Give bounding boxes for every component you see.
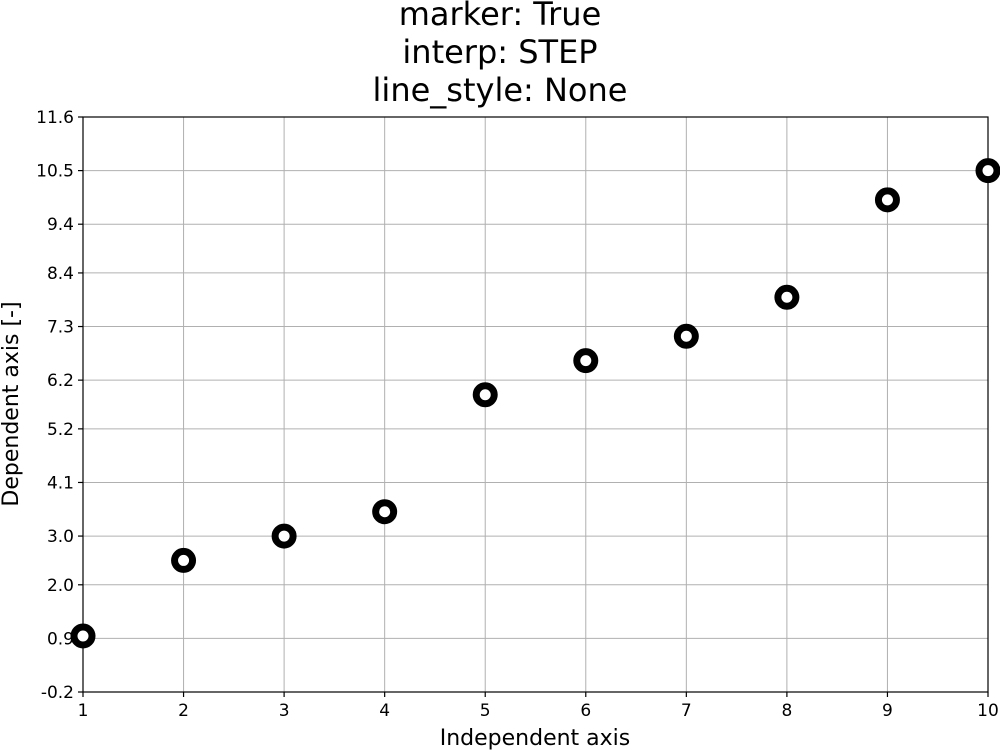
y-tick-label: 6.2 — [47, 371, 74, 391]
x-tick-label: 1 — [78, 701, 89, 721]
data-point — [271, 523, 297, 549]
plot-frame — [82, 116, 989, 693]
y-axis-ticks: -0.2 0.9 2.0 3.0 4.1 5.2 6.2 7.3 8.4 9.4 10.5 11.6 — [36, 108, 83, 703]
x-tick-label: 7 — [681, 701, 692, 721]
data-point — [573, 348, 599, 374]
data-point — [673, 323, 699, 349]
y-tick-label: 8.4 — [47, 264, 74, 284]
grid-lines — [82, 116, 989, 693]
title-line-1: marker: True — [399, 0, 602, 33]
y-tick-label: 5.2 — [47, 420, 74, 440]
x-tick-label: 2 — [178, 701, 189, 721]
y-tick-label: 7.3 — [47, 318, 74, 338]
x-tick-label: 9 — [882, 701, 893, 721]
y-tick-label: 9.4 — [47, 215, 74, 235]
x-axis-label: Independent axis — [440, 726, 631, 750]
data-point — [372, 499, 398, 525]
x-axis-ticks: 1 2 3 4 5 6 7 8 9 10 — [78, 692, 999, 721]
title-line-3: line_style: None — [373, 71, 628, 109]
y-axis-label: Dependent axis [-] — [0, 301, 24, 506]
y-tick-label: 11.6 — [36, 108, 74, 128]
data-point — [975, 158, 1000, 184]
data-point — [70, 623, 96, 649]
data-point — [472, 382, 498, 408]
y-tick-label: 10.5 — [36, 162, 74, 182]
y-tick-label: 0.9 — [47, 629, 74, 649]
x-tick-label: 5 — [480, 701, 491, 721]
y-tick-label: 4.1 — [47, 473, 74, 493]
chart-title: marker: True interp: STEP line_style: No… — [373, 0, 628, 109]
y-tick-label: 2.0 — [47, 576, 74, 596]
x-tick-label: 4 — [379, 701, 390, 721]
y-tick-label: -0.2 — [41, 683, 74, 703]
title-line-2: interp: STEP — [402, 33, 597, 71]
data-markers — [70, 158, 1000, 649]
data-point — [874, 187, 900, 213]
x-tick-label: 3 — [279, 701, 290, 721]
data-point — [171, 547, 197, 573]
x-tick-label: 10 — [977, 701, 999, 721]
y-tick-label: 3.0 — [47, 527, 74, 547]
x-tick-label: 8 — [781, 701, 792, 721]
data-point — [774, 284, 800, 310]
x-tick-label: 6 — [580, 701, 591, 721]
